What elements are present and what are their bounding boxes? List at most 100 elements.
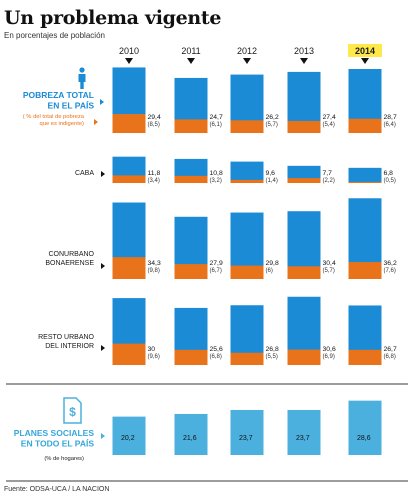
panel-label: EN TODO EL PAÍS (21, 439, 95, 449)
value-label: 10,8 (210, 170, 223, 177)
year-label: 2013 (294, 46, 314, 56)
bar-indigencia (112, 257, 146, 279)
arrow-down-icon (187, 58, 195, 64)
arrow-right-icon (94, 119, 98, 125)
arrow-down-icon (125, 58, 133, 64)
value-label: 9,6 (266, 170, 276, 177)
bar-planes (174, 413, 208, 455)
arrow-right-icon (101, 433, 105, 439)
sub-value-label: (6,8) (210, 354, 222, 360)
panel-sublabel: que es indigente) (40, 121, 85, 127)
sub-value-label: (5,7) (323, 268, 335, 274)
document-dollar-icon: $ (63, 397, 82, 424)
panel-label: EN EL PAÍS (48, 101, 95, 111)
bar-indigencia (348, 181, 382, 183)
bar-indigencia (174, 175, 208, 183)
year-highlight (348, 44, 382, 57)
page-title: Un problema vigente (4, 7, 222, 29)
page-subtitle: En porcentajes de población (4, 31, 105, 40)
year-label: 2010 (119, 46, 139, 56)
sub-value-label: (9,8) (148, 268, 160, 274)
value-label: 20,2 (121, 435, 135, 442)
document-outline (63, 397, 82, 424)
value-label: 28,6 (357, 435, 371, 442)
bar-planes (230, 409, 264, 455)
arrow-right-icon (100, 99, 104, 105)
panel-label: RESTO URBANO (38, 334, 94, 341)
sub-value-label: (8,5) (148, 122, 160, 128)
value-label: 7,7 (323, 170, 333, 177)
panel-label: PLANES SOCIALES (14, 428, 95, 438)
arrow-down-icon (300, 58, 308, 64)
bar-indigencia (174, 119, 208, 133)
value-label: 36,2 (384, 260, 397, 267)
panel-label: POBREZA TOTAL (23, 90, 94, 100)
bar-indigencia (230, 265, 264, 279)
bar-indigencia (230, 120, 264, 133)
sub-value-label: (3,2) (210, 178, 222, 184)
value-label: 26,7 (384, 346, 397, 353)
value-label: 26,2 (266, 114, 279, 121)
bar-planes (287, 409, 321, 455)
value-label: 24,7 (210, 114, 223, 121)
arrow-right-icon (101, 263, 105, 269)
bar-indigencia (112, 175, 146, 183)
bar-indigencia (348, 349, 382, 365)
dollar-sign: $ (69, 405, 76, 419)
bar-indigencia (287, 178, 321, 183)
sub-value-label: (5,7) (266, 122, 278, 128)
value-label: 21,6 (183, 435, 197, 442)
bar-pobreza (348, 167, 382, 183)
value-label: 6,8 (384, 170, 394, 177)
year-label: 2012 (237, 46, 257, 56)
sub-value-label: (5,5) (266, 354, 278, 360)
bar-indigencia (230, 179, 264, 183)
bar-indigencia (174, 349, 208, 365)
arrow-right-icon (101, 171, 105, 177)
value-label: 23,7 (239, 435, 253, 442)
value-label: 27,9 (210, 260, 223, 267)
bar-indigencia (230, 352, 264, 365)
sub-value-label: (5,4) (323, 122, 335, 128)
bar-planes (348, 400, 382, 455)
sub-value-label: (7,6) (384, 268, 396, 274)
panel-label: BONAERENSE (45, 260, 94, 267)
sub-value-label: (2,2) (323, 178, 335, 184)
sub-value-label: (6) (266, 268, 273, 274)
bar-indigencia (348, 262, 382, 279)
bar-indigencia (174, 264, 208, 279)
bar-pobreza (230, 161, 264, 183)
arrow-right-icon (101, 345, 105, 351)
person-body (78, 74, 86, 89)
bar-indigencia (287, 266, 321, 279)
bar-indigencia (112, 114, 146, 133)
value-label: 27,4 (323, 114, 336, 121)
arrow-down-icon (361, 58, 369, 64)
panel-label: DEL INTERIOR (45, 343, 94, 350)
value-label: 26,8 (266, 346, 279, 353)
value-label: 30,6 (323, 346, 336, 353)
sub-value-label: (1,4) (266, 178, 278, 184)
panel-sublabel: ( % del total de pobreza (23, 114, 85, 120)
sub-value-label: (6,1) (210, 122, 222, 128)
value-label: 23,7 (296, 435, 310, 442)
arrow-down-icon (243, 58, 251, 64)
bar-indigencia (287, 349, 321, 365)
value-label: 11,8 (148, 170, 161, 177)
value-label: 29,8 (266, 260, 279, 267)
value-label: 30 (148, 346, 156, 353)
year-label: 2014 (355, 46, 375, 56)
year-label: 2011 (181, 46, 200, 56)
person-icon (78, 67, 86, 89)
value-label: 29,4 (148, 114, 161, 121)
panel-sublabel: (% de hogares) (44, 456, 84, 462)
value-label: 34,3 (148, 260, 161, 267)
sub-value-label: (3,4) (148, 178, 160, 184)
sub-value-label: (6,4) (384, 122, 396, 128)
value-label: 25,6 (210, 346, 223, 353)
bar-indigencia (287, 120, 321, 133)
sub-value-label: (0,5) (384, 178, 396, 184)
sub-value-label: (6,9) (323, 354, 335, 360)
